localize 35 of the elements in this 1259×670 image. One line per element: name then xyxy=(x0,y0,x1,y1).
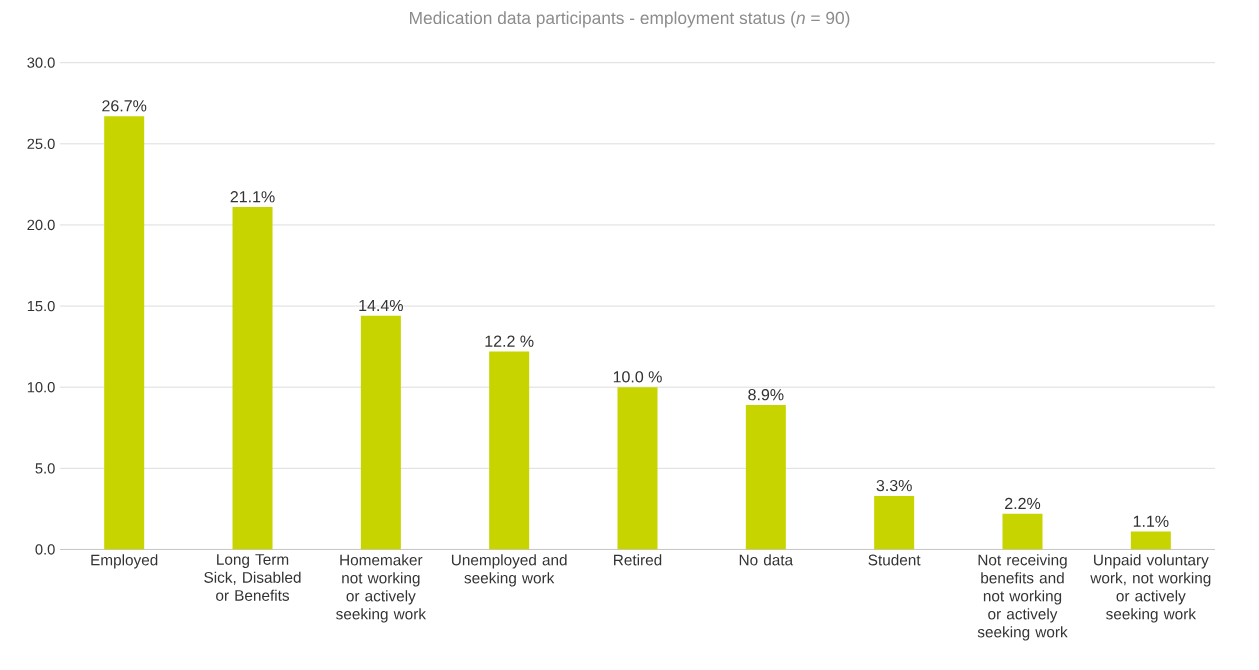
bar xyxy=(745,405,786,550)
data-label: 10.0 % xyxy=(613,371,662,383)
y-tick-label: 20.0 xyxy=(27,220,55,231)
bar xyxy=(874,496,915,550)
x-tick-label: Not receiving benefits and not working or actively seeking work xyxy=(977,554,1068,641)
data-label: 2.2% xyxy=(1005,498,1041,510)
data-label: 3.3% xyxy=(876,480,912,492)
data-label: 1.1% xyxy=(1133,515,1169,528)
data-label: 14.4% xyxy=(359,300,403,312)
x-tick-label: No data xyxy=(739,554,794,566)
y-tick-label: 5.0 xyxy=(35,463,55,474)
x-tick-label: Employed xyxy=(91,554,158,569)
data-label: 21.1% xyxy=(230,191,275,203)
chart-title: Medication data participants - employment status (n = 90) xyxy=(410,11,850,28)
x-tick-label: Student xyxy=(868,554,921,566)
data-label: 8.9% xyxy=(748,389,784,401)
y-tick-label: 30.0 xyxy=(27,57,55,69)
x-tick-label: Retired xyxy=(614,554,662,566)
y-tick-label: 25.0 xyxy=(27,138,55,150)
y-tick-label: 10.0 xyxy=(27,382,55,393)
bar xyxy=(360,316,401,550)
x-tick-label: Homemaker not working or actively seeking work xyxy=(336,554,427,623)
data-label: 12.2 % xyxy=(485,335,534,348)
y-tick-label: 0.0 xyxy=(35,544,55,555)
bar xyxy=(104,116,145,550)
data-label: 26.7% xyxy=(102,100,147,112)
bar xyxy=(1130,531,1171,550)
y-tick-label: 15.0 xyxy=(27,301,55,312)
x-tick-label: Long Term Sick, Disabled or Benefits xyxy=(204,554,301,602)
bar xyxy=(489,351,530,550)
bar xyxy=(232,207,273,550)
x-tick-label: Unemployed and seeking work xyxy=(451,554,567,587)
bar xyxy=(617,387,658,550)
x-tick-label: Unpaid voluntary work, not working or actively seeking work xyxy=(1090,554,1211,623)
bar xyxy=(1002,514,1043,550)
